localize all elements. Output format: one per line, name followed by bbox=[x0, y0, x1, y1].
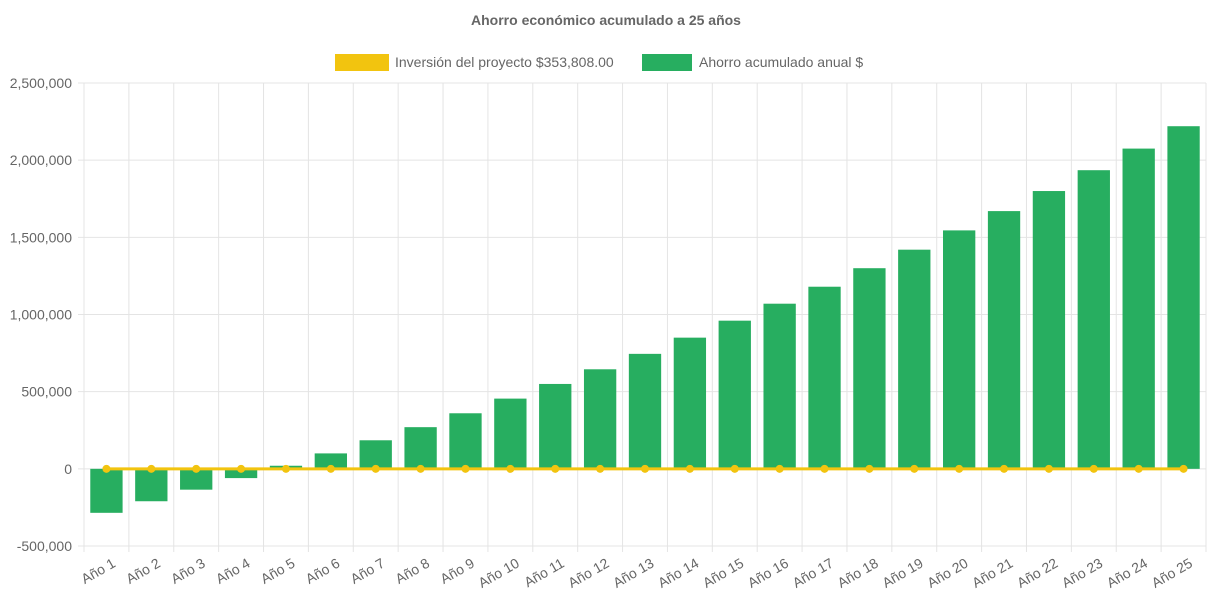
savings-bar bbox=[853, 268, 886, 469]
investment-point bbox=[685, 464, 694, 473]
x-tick-label: Año 13 bbox=[610, 555, 657, 591]
x-tick-label: Año 2 bbox=[123, 555, 163, 587]
investment-point bbox=[371, 464, 380, 473]
x-tick-label: Año 8 bbox=[392, 555, 432, 587]
investment-point bbox=[1089, 464, 1098, 473]
bars bbox=[90, 126, 1200, 513]
savings-bar bbox=[494, 398, 527, 469]
x-tick-label: Año 9 bbox=[437, 555, 477, 587]
x-tick-label: Año 20 bbox=[924, 555, 971, 591]
y-tick-label: -500,000 bbox=[17, 538, 72, 554]
investment-point bbox=[416, 464, 425, 473]
savings-bar bbox=[763, 303, 796, 469]
x-tick-label: Año 17 bbox=[790, 555, 837, 591]
investment-point bbox=[1134, 464, 1143, 473]
y-tick-label: 0 bbox=[64, 461, 72, 477]
x-tick-label: Año 16 bbox=[745, 555, 792, 591]
savings-bar bbox=[943, 230, 976, 469]
investment-point bbox=[596, 464, 605, 473]
investment-point bbox=[730, 464, 739, 473]
investment-point bbox=[147, 464, 156, 473]
investment-point bbox=[1179, 464, 1188, 473]
x-tick-label: Año 12 bbox=[565, 555, 612, 591]
investment-point bbox=[641, 464, 649, 473]
savings-bar bbox=[1032, 191, 1066, 469]
x-tick-label: Año 25 bbox=[1149, 555, 1196, 591]
savings-bar bbox=[404, 427, 437, 469]
savings-bar bbox=[718, 320, 751, 469]
x-tick-label: Año 19 bbox=[879, 555, 926, 591]
x-tick-label: Año 21 bbox=[969, 555, 1016, 591]
investment-point bbox=[865, 464, 874, 473]
x-tick-label: Año 5 bbox=[258, 555, 298, 587]
savings-bar bbox=[90, 468, 123, 513]
legend-label-investment: Inversión del proyecto $353,808.00 bbox=[395, 54, 614, 70]
investment-point bbox=[192, 464, 201, 473]
y-tick-label: 1,000,000 bbox=[10, 307, 72, 323]
x-tick-label: Año 18 bbox=[834, 555, 881, 591]
investment-point bbox=[820, 464, 829, 473]
investment-point bbox=[506, 464, 515, 473]
x-tick-label: Año 1 bbox=[78, 555, 118, 587]
x-axis-ticks: Año 1 Año 2 Año 3 Año 4 Año 5 Año 6 Año 7 Año 8… bbox=[78, 555, 1195, 591]
savings-bar bbox=[314, 453, 347, 469]
y-tick-label: 2,500,000 bbox=[10, 75, 72, 91]
x-tick-label: Año 3 bbox=[168, 555, 208, 587]
savings-bar bbox=[987, 211, 1021, 469]
savings-bar bbox=[1077, 170, 1110, 469]
y-tick-label: 1,500,000 bbox=[10, 229, 72, 245]
x-tick-label: Año 14 bbox=[655, 555, 702, 591]
x-tick-label: Año 11 bbox=[521, 555, 567, 591]
investment-point bbox=[461, 464, 470, 473]
x-tick-label: Año 15 bbox=[700, 555, 747, 591]
savings-bar bbox=[180, 468, 213, 490]
investment-point bbox=[237, 464, 246, 473]
investment-point bbox=[775, 464, 784, 473]
savings-bar bbox=[135, 468, 168, 502]
savings-bar bbox=[1122, 148, 1155, 469]
legend-swatch-savings bbox=[642, 54, 692, 71]
investment-point bbox=[551, 464, 560, 473]
savings-bar bbox=[1167, 126, 1200, 469]
y-axis-ticks: 2,500,000 2,000,000 1,500,000 1,000,000 500,… bbox=[10, 75, 73, 554]
x-tick-label: Año 4 bbox=[213, 555, 253, 587]
investment-line bbox=[102, 464, 1188, 473]
investment-point bbox=[281, 464, 290, 473]
investment-point bbox=[910, 464, 919, 473]
savings-bar bbox=[808, 286, 841, 469]
x-tick-label: Año 23 bbox=[1059, 555, 1106, 591]
investment-point bbox=[1000, 464, 1009, 473]
investment-point bbox=[955, 464, 964, 473]
investment-point bbox=[1044, 464, 1053, 473]
x-tick-label: Año 22 bbox=[1014, 555, 1061, 591]
savings-bar bbox=[359, 440, 392, 469]
legend-swatch-investment bbox=[335, 54, 389, 71]
savings-bar bbox=[539, 383, 572, 469]
legend: Inversión del proyecto $353,808.00 Ahorr… bbox=[335, 54, 863, 71]
savings-bar bbox=[628, 353, 662, 469]
savings-bar bbox=[449, 413, 482, 469]
savings-bar bbox=[583, 369, 617, 469]
x-tick-label: Año 10 bbox=[475, 555, 522, 591]
x-tick-label: Año 7 bbox=[348, 555, 388, 587]
savings-bar bbox=[224, 468, 258, 479]
chart-title: Ahorro económico acumulado a 25 años bbox=[471, 12, 741, 28]
investment-point bbox=[326, 464, 335, 473]
investment-point bbox=[102, 464, 111, 473]
y-tick-label: 2,000,000 bbox=[10, 152, 72, 168]
legend-label-savings: Ahorro acumulado anual $ bbox=[699, 54, 863, 70]
x-tick-label: Año 24 bbox=[1104, 555, 1151, 591]
x-tick-label: Año 6 bbox=[303, 555, 343, 587]
savings-bar bbox=[673, 337, 707, 469]
savings-bar bbox=[898, 249, 931, 469]
y-tick-label: 500,000 bbox=[21, 384, 72, 400]
